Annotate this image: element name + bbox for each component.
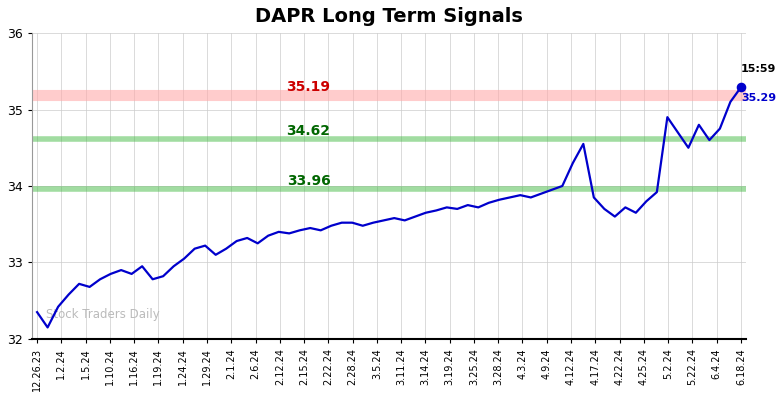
Text: 34.62: 34.62 bbox=[286, 124, 331, 138]
Title: DAPR Long Term Signals: DAPR Long Term Signals bbox=[255, 7, 523, 26]
Point bbox=[735, 84, 747, 90]
Text: 33.96: 33.96 bbox=[287, 174, 330, 188]
Text: Stock Traders Daily: Stock Traders Daily bbox=[46, 308, 160, 320]
Text: 35.19: 35.19 bbox=[286, 80, 331, 94]
Text: 35.29: 35.29 bbox=[741, 94, 776, 103]
Text: 15:59: 15:59 bbox=[741, 64, 776, 74]
